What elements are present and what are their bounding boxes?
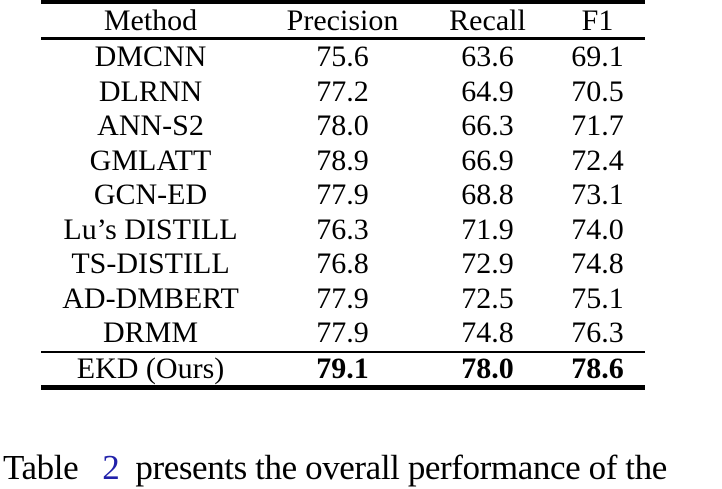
- recall-cell: 64.9: [461, 74, 514, 108]
- recall-cell: 72.9: [461, 247, 514, 281]
- body-text-prefix: Table: [3, 448, 79, 487]
- table-header-row: Method Precision Recall F1: [41, 0, 645, 40]
- precision-cell: 76.8: [316, 247, 369, 281]
- f1-cell: 73.1: [571, 178, 624, 212]
- f1-cell: 71.7: [571, 109, 624, 143]
- method-cell: DMCNN: [94, 40, 207, 74]
- header-cell-precision: Precision: [286, 3, 399, 37]
- recall-cell: 78.0: [461, 351, 514, 385]
- precision-cell: 77.9: [316, 178, 369, 212]
- f1-cell: 72.4: [571, 143, 624, 177]
- table-row: Lu’s DISTILL 76.3 71.9 74.0: [41, 213, 645, 248]
- f1-cell: 76.3: [571, 316, 624, 350]
- recall-cell: 68.8: [461, 178, 514, 212]
- precision-cell: 76.3: [316, 212, 369, 246]
- table-row: GCN-ED 77.9 68.8 73.1: [41, 178, 645, 213]
- method-cell: ANN-S2: [97, 109, 204, 143]
- f1-cell: 74.0: [571, 212, 624, 246]
- table-ref-link[interactable]: 2: [102, 448, 120, 487]
- body-text: Table 2 presents the overall performance o…: [3, 447, 722, 489]
- recall-cell: 74.8: [461, 316, 514, 350]
- method-cell: DRMM: [102, 316, 199, 350]
- recall-cell: 66.9: [461, 143, 514, 177]
- table-row: TS-DISTILL 76.8 72.9 74.8: [41, 247, 645, 282]
- header-cell-method: Method: [103, 3, 198, 37]
- method-cell: TS-DISTILL: [71, 247, 230, 281]
- body-text-suffix: presents the overall performance of the: [135, 448, 667, 487]
- recall-cell: 72.5: [461, 281, 514, 315]
- f1-cell: 70.5: [571, 74, 624, 108]
- precision-cell: 75.6: [316, 40, 369, 74]
- precision-cell: 79.1: [316, 351, 369, 385]
- method-cell: AD-DMBERT: [62, 281, 239, 315]
- table-row-ours: EKD (Ours) 79.1 78.0 78.6: [41, 350, 645, 390]
- recall-cell: 71.9: [461, 212, 514, 246]
- recall-cell: 66.3: [461, 109, 514, 143]
- method-cell: EKD (Ours): [76, 351, 225, 385]
- recall-cell: 63.6: [461, 40, 514, 74]
- table-row: DMCNN 75.6 63.6 69.1: [41, 40, 645, 75]
- precision-cell: 77.2: [316, 74, 369, 108]
- method-cell: GCN-ED: [93, 178, 208, 212]
- header-cell-f1: F1: [581, 3, 614, 37]
- f1-cell: 69.1: [571, 40, 624, 74]
- f1-cell: 74.8: [571, 247, 624, 281]
- precision-cell: 78.9: [316, 143, 369, 177]
- method-cell: GMLATT: [89, 143, 212, 177]
- table-row: ANN-S2 78.0 66.3 71.7: [41, 109, 645, 144]
- precision-cell: 78.0: [316, 109, 369, 143]
- precision-cell: 77.9: [316, 316, 369, 350]
- table-row: DRMM 77.9 74.8 76.3: [41, 316, 645, 351]
- f1-cell: 75.1: [571, 281, 624, 315]
- header-cell-recall: Recall: [449, 3, 526, 37]
- precision-cell: 77.9: [316, 281, 369, 315]
- method-cell: Lu’s DISTILL: [63, 212, 238, 246]
- table-row: GMLATT 78.9 66.9 72.4: [41, 144, 645, 179]
- f1-cell: 78.6: [571, 351, 624, 385]
- results-table: Method Precision Recall F1 DMCNN 75.6 63…: [41, 0, 645, 390]
- table-row: DLRNN 77.2 64.9 70.5: [41, 75, 645, 110]
- table-row: AD-DMBERT 77.9 72.5 75.1: [41, 282, 645, 317]
- method-cell: DLRNN: [98, 74, 203, 108]
